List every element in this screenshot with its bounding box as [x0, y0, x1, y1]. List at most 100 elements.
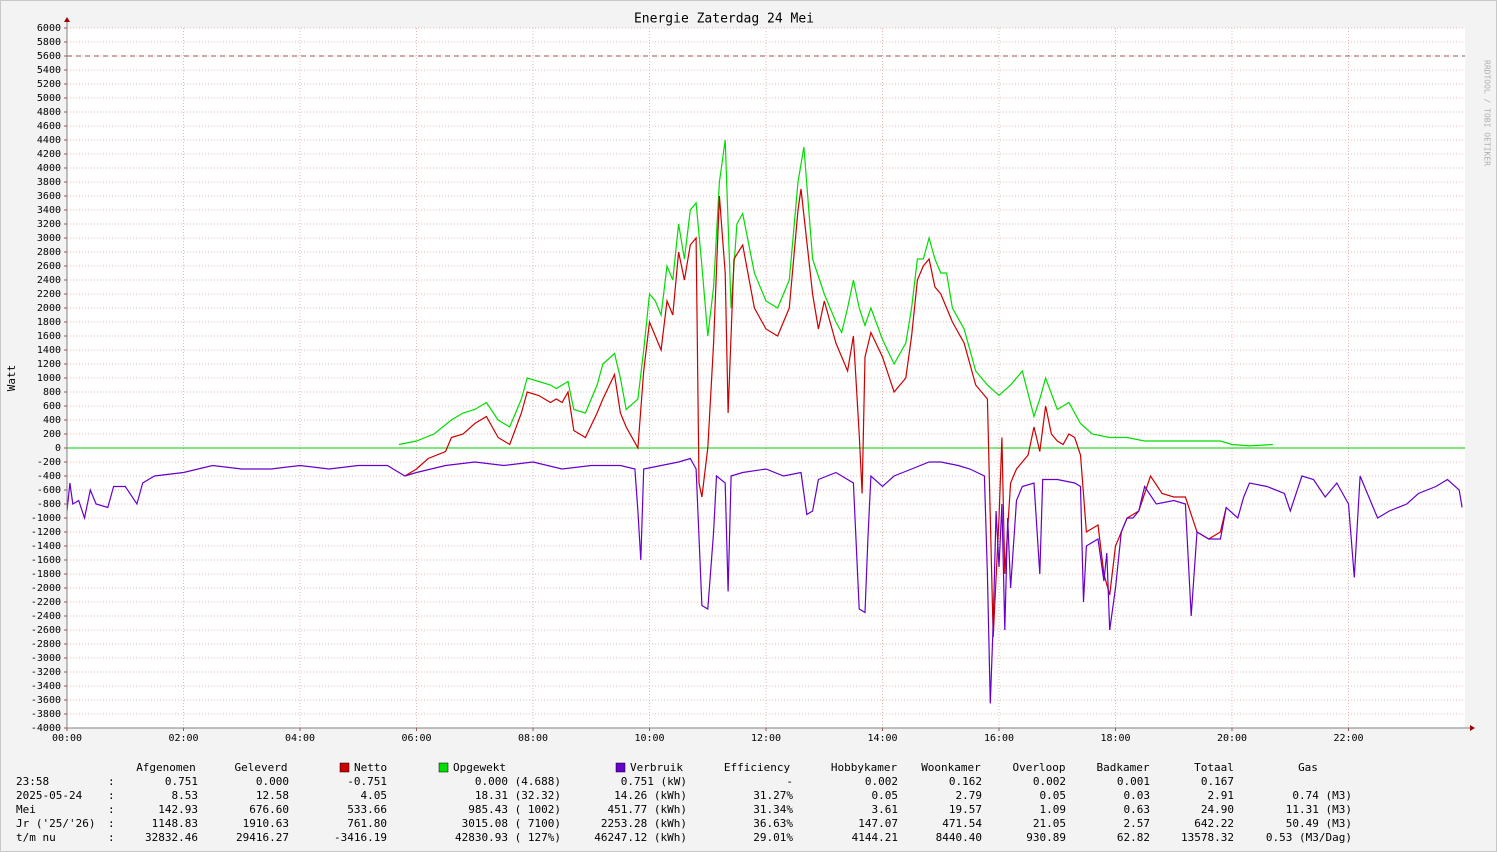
table-cell: 11.31 (M3): [1286, 803, 1352, 816]
y-tick-label: 3600: [37, 191, 61, 202]
y-tick-label: 1000: [37, 373, 61, 384]
legend-swatch: [438, 762, 449, 773]
table-cell: 0.03: [1124, 789, 1151, 802]
table-cell: 36.63%: [753, 817, 793, 830]
table-cell: 12.58: [256, 789, 289, 802]
table-header: Efficiency: [724, 761, 791, 774]
x-tick-label: 20:00: [1217, 733, 1247, 744]
x-tick-label: 02:00: [168, 733, 198, 744]
y-tick-label: -2200: [31, 597, 61, 608]
y-axis-label: Watt: [5, 365, 18, 392]
table-cell: Mei: [16, 803, 36, 816]
y-tick-label: -800: [37, 499, 61, 510]
table-cell: 13578.32: [1181, 831, 1234, 844]
y-tick-label: 5600: [37, 51, 61, 62]
y-tick-label: 2000: [37, 303, 61, 314]
table-cell: :: [108, 789, 115, 802]
y-tick-label: 2800: [37, 247, 61, 258]
y-tick-label: 1200: [37, 359, 61, 370]
table-header: Overloop: [1013, 761, 1066, 774]
table-cell: 0.001: [1117, 775, 1150, 788]
legend-swatch: [615, 762, 626, 773]
y-tick-label: -2600: [31, 625, 61, 636]
legend-label: Netto: [354, 761, 387, 774]
y-tick-label: -1200: [31, 527, 61, 538]
table-cell: 21.05: [1033, 817, 1066, 830]
table-cell: 19.57: [949, 803, 982, 816]
table-cell: 1148.83: [152, 817, 198, 830]
table-cell: 2.79: [956, 789, 983, 802]
table-cell: 18.31 (32.32): [475, 789, 561, 802]
table-cell: :: [108, 817, 115, 830]
table-header: Badkamer: [1097, 761, 1150, 774]
x-tick-label: 08:00: [518, 733, 548, 744]
x-tick-label: 04:00: [285, 733, 315, 744]
table-cell: 0.167: [1201, 775, 1234, 788]
table-cell: 8.53: [172, 789, 199, 802]
table-cell: -3416.19: [334, 831, 387, 844]
y-tick-label: 4200: [37, 149, 61, 160]
y-tick-label: -400: [37, 471, 61, 482]
y-tick-label: -600: [37, 485, 61, 496]
series-line: [404, 188, 1227, 638]
x-tick-label: 06:00: [401, 733, 431, 744]
table-cell: 23:58: [16, 775, 49, 788]
y-tick-label: 3800: [37, 177, 61, 188]
table-cell: 32832.46: [145, 831, 198, 844]
x-tick-label: 16:00: [984, 733, 1014, 744]
y-tick-label: 3200: [37, 219, 61, 230]
table-cell: 29416.27: [236, 831, 289, 844]
y-tick-label: -3200: [31, 667, 61, 678]
table-cell: 985.43 ( 1002): [468, 803, 561, 816]
table-cell: 3.61: [872, 803, 899, 816]
table-cell: 1.09: [1040, 803, 1067, 816]
y-tick-label: 4400: [37, 135, 61, 146]
table-cell: 42830.93 ( 127%): [455, 831, 561, 844]
table-cell: 0.53 (M3/Dag): [1266, 831, 1352, 844]
table-cell: 0.162: [949, 775, 982, 788]
table-cell: Jr ('25/'26): [16, 817, 95, 830]
y-tick-label: 800: [43, 387, 61, 398]
y-tick-label: 2200: [37, 289, 61, 300]
y-tick-label: -1400: [31, 541, 61, 552]
table-cell: 533.66: [347, 803, 387, 816]
legend-swatch: [339, 762, 350, 773]
table-cell: 14.26 (kWh): [614, 789, 687, 802]
y-tick-label: 400: [43, 415, 61, 426]
y-tick-label: 1400: [37, 345, 61, 356]
table-cell: 0.002: [1033, 775, 1066, 788]
table-cell: 0.002: [865, 775, 898, 788]
table-cell: 142.93: [158, 803, 198, 816]
table-cell: :: [108, 775, 115, 788]
table-header: Gas: [1298, 761, 1318, 774]
table-header: Totaal: [1194, 761, 1234, 774]
y-tick-label: -2000: [31, 583, 61, 594]
y-tick-label: -2800: [31, 639, 61, 650]
table-cell: 642.22: [1194, 817, 1234, 830]
table-header: Woonkamer: [921, 761, 981, 774]
y-tick-label: -3000: [31, 653, 61, 664]
table-cell: 29.01%: [753, 831, 793, 844]
x-tick-label: 00:00: [52, 733, 82, 744]
table-header: Geleverd: [235, 761, 288, 774]
table-cell: 0.751: [165, 775, 198, 788]
x-tick-label: 12:00: [751, 733, 781, 744]
axis-arrow: [64, 17, 70, 22]
x-tick-label: 14:00: [867, 733, 897, 744]
y-tick-label: -200: [37, 457, 61, 468]
y-tick-label: 2600: [37, 261, 61, 272]
table-header: Afgenomen: [136, 761, 196, 774]
axis-arrow: [1470, 725, 1475, 731]
y-tick-label: 5800: [37, 37, 61, 48]
x-tick-label: 10:00: [634, 733, 664, 744]
y-tick-label: 5200: [37, 79, 61, 90]
table-cell: 676.60: [249, 803, 289, 816]
table-cell: 930.89: [1026, 831, 1066, 844]
x-tick-label: 22:00: [1333, 733, 1363, 744]
y-tick-label: -1000: [31, 513, 61, 524]
y-tick-label: 3400: [37, 205, 61, 216]
table-cell: 2.57: [1124, 817, 1151, 830]
chart-title: Energie Zaterdag 24 Mei: [634, 12, 814, 27]
y-tick-label: -1600: [31, 555, 61, 566]
